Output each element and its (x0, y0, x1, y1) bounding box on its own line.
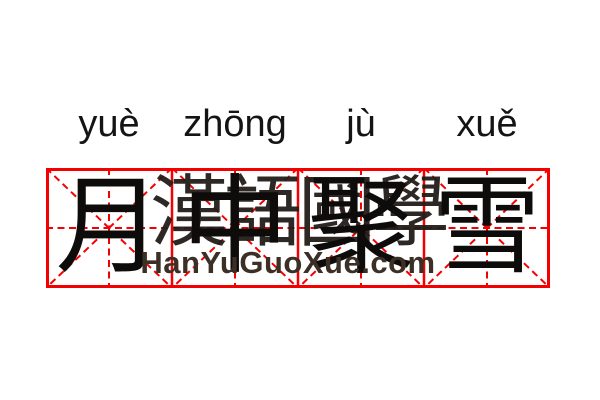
hanzi-row: 月 中 聚 雪 (46, 168, 550, 288)
pinyin-row: yuè zhōng jù xuě (46, 103, 550, 145)
pinyin-syllable: xuě (456, 103, 518, 145)
pinyin-syllable: jù (346, 103, 376, 145)
watermark-cjk: 漢語國學 (149, 168, 450, 258)
hanzi-character: 雪 (433, 165, 541, 289)
hanzi-character: 中 (181, 165, 289, 289)
tianzige-grid (46, 168, 550, 288)
hanzi-character: 聚 (307, 165, 415, 289)
pinyin-syllable: zhōng (183, 103, 287, 145)
pinyin-syllable: yuè (78, 103, 140, 145)
hanzi-character: 月 (55, 165, 163, 289)
watermark-latin: HanYuGuoXue.com (140, 245, 436, 280)
